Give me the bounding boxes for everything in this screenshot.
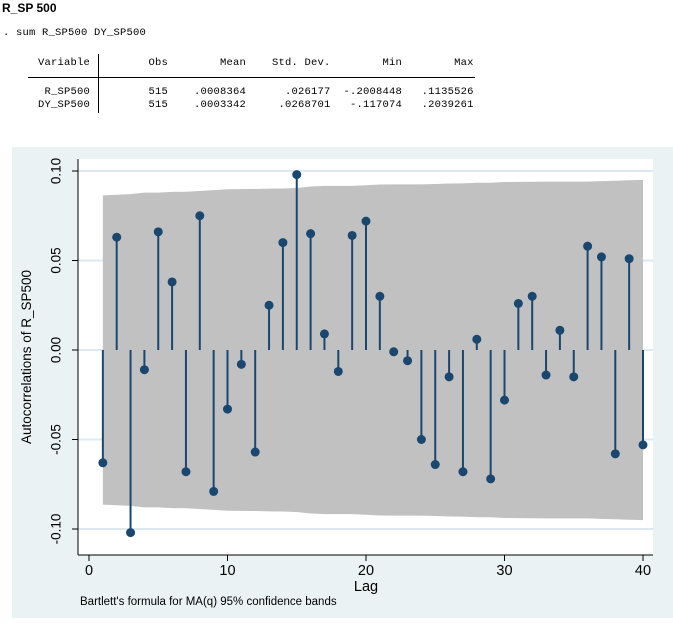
chart-footnote: Bartlett's formula for MA(q) 95% confide… [80,596,337,608]
x-tick-label: 20 [358,563,374,579]
x-tick-label: 0 [85,563,93,579]
x-tick-label: 40 [635,563,651,579]
acf-dot [153,227,163,237]
acf-dot [610,449,620,459]
acf-dot [236,359,246,369]
y-tick-label: 0.10 [49,158,64,184]
acf-dot [569,372,579,382]
y-axis-title: Autocorrelations of R_SP500 [19,270,34,444]
acf-figure: 0.10 0.05 0.00 -0.05 -0.10 0 10 20 30 40 Lag Autoco… [12,147,673,618]
acf-dot [209,486,219,496]
acf-dot [250,447,260,457]
acf-dot [513,298,523,308]
acf-dot [112,232,122,242]
x-tick-label: 30 [496,563,512,579]
acf-dot [306,229,316,239]
acf-dot [624,254,634,264]
acf-dot [126,528,136,538]
acf-dot [361,216,371,226]
acf-dot [389,347,399,357]
acf-dot [430,460,440,470]
acf-dot [486,474,496,484]
acf-dot [416,435,426,444]
acf-dot [375,291,385,301]
confidence-band [102,179,644,521]
x-tick-label: 10 [219,563,235,579]
acf-dot [139,365,149,375]
acf-dot [278,238,288,248]
acf-dot [292,170,302,180]
table-horizontal-rule [28,77,475,78]
acf-dot [403,356,413,366]
acf-dot [638,440,648,450]
document-title: R_SP 500 [2,1,57,15]
acf-dot [527,291,537,301]
acf-dot [458,467,468,477]
acf-dot [319,329,329,339]
acf-dot [583,241,593,251]
acf-dot [195,211,205,221]
acf-dot [444,372,454,382]
x-axis-title: Lag [354,579,378,595]
table-row: R_SP500 515 .0008364 .026177 -.2008448 .… [12,86,474,98]
summary-table-header: Variable Obs Mean Std. Dev. Min Max [12,57,474,69]
y-tick-label: -0.10 [49,514,64,545]
acf-dot [333,366,343,376]
acf-dot [181,467,191,477]
table-row: DY_SP500 515 .0003342 .0268701 -.117074 … [12,99,474,111]
acf-dot [541,370,551,380]
acf-dot [98,458,108,468]
acf-chart: 0.10 0.05 0.00 -0.05 -0.10 0 10 20 30 40 Lag Autoco… [19,158,653,608]
acf-dot [223,404,232,414]
acf-dot [264,300,274,310]
acf-dot [596,252,606,262]
acf-dot [167,277,177,287]
table-vertical-rule [98,54,99,113]
acf-dot [555,325,565,335]
acf-dot [500,395,509,405]
y-tick-label: 0.00 [49,337,64,363]
acf-dot [472,334,482,344]
stata-command: . sum R_SP500 DY_SP500 [3,27,147,39]
acf-dot [347,230,357,240]
y-tick-label: 0.05 [49,247,64,273]
y-tick-label: -0.05 [49,424,64,455]
